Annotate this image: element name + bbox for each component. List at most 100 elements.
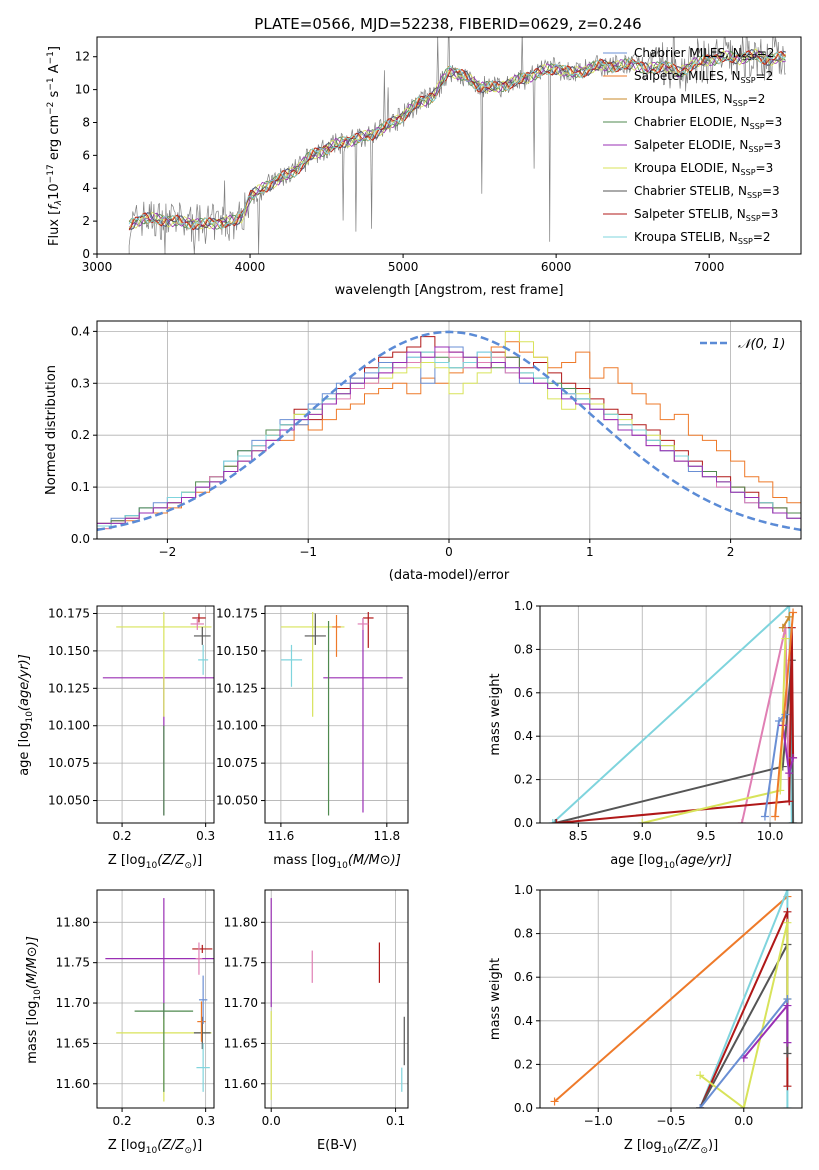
y-tick-label: 11.75: [56, 956, 90, 970]
axes-frame: [96, 605, 215, 824]
weight-line: [699, 998, 789, 1108]
y-axis-label: mass [log10(M/M⊙)]: [25, 936, 43, 1064]
y-tick-label: 11.60: [56, 1077, 90, 1091]
legend-label: Chabrier MILES, NSSP=2: [634, 46, 774, 62]
x-axis-label: E(B-V): [317, 1138, 357, 1153]
weight-marker: [785, 612, 794, 621]
legend-label: Salpeter MILES, NSSP=2: [634, 69, 773, 85]
y-tick-label: 0.4: [514, 729, 533, 743]
x-axis-label: Z [log10(Z/Z⊙)]: [108, 1138, 202, 1156]
y-tick-label: 12: [75, 50, 90, 64]
weight-marker: [696, 1071, 705, 1080]
weight-line: [774, 612, 795, 817]
x-tick-label: 7000: [694, 260, 725, 274]
weight-marker: [789, 608, 798, 617]
x-tick-label: 11.6: [268, 829, 295, 843]
weight-marker: [785, 797, 794, 806]
model-spectrum-line: [128, 48, 787, 230]
x-tick-label: 11.8: [373, 829, 400, 843]
y-tick-label: 0.2: [71, 428, 90, 442]
plot-area: [280, 611, 403, 816]
y-tick-label: 11.60: [224, 1077, 258, 1091]
y-tick-label: 0.4: [514, 1014, 533, 1028]
x-tick-label: −1.0: [584, 1114, 613, 1128]
weight-marker: [783, 907, 792, 916]
legend-label: Chabrier STELIB, NSSP=3: [634, 184, 780, 200]
weight-marker: [737, 819, 746, 823]
x-tick-label: 0.0: [262, 1114, 281, 1128]
y-tick-label: 10.050: [48, 794, 90, 808]
y-axis-label: Normed distribution: [44, 365, 59, 495]
y-tick-label: 11.80: [224, 915, 258, 929]
weight-marker: [783, 1038, 792, 1047]
x-tick-label: 1: [586, 545, 594, 559]
axes-frame: [539, 605, 803, 824]
plot-area: [128, 37, 787, 254]
weight-marker: [789, 819, 798, 823]
y-tick-label: 11.80: [56, 915, 90, 929]
axes-frame: [264, 889, 409, 1109]
weight-marker: [783, 1082, 792, 1091]
weight-marker: [783, 918, 792, 927]
plot-area: [105, 898, 214, 1102]
x-tick-label: 0.0: [734, 1114, 753, 1128]
y-tick-label: 10.150: [48, 644, 90, 658]
legend-label: Kroupa MILES, NSSP=2: [634, 92, 765, 108]
weight-marker: [552, 819, 561, 823]
x-tick-label: 8.5: [569, 829, 588, 843]
y-tick-label: 10.075: [48, 756, 90, 770]
weight-marker: [789, 753, 798, 762]
y-tick-label: 10.100: [48, 719, 90, 733]
figure-title: PLATE=0566, MJD=52238, FIBERID=0629, z=0…: [254, 15, 641, 33]
residuals-panel: −2 −1 0 1 2 0.0 0.1 0.2 0.3 0.4 𝒩(0, 1) (data-model…: [44, 320, 802, 583]
weight-marker: [638, 819, 647, 823]
age-vs-metallicity-panel: 0.2 0.3 10.050 10.075 10.100 10.125 10.150 10.1…: [17, 605, 215, 871]
y-tick-label: 0: [82, 247, 90, 261]
weight-marker: [783, 1104, 792, 1108]
x-axis-label: Z [log10(Z/Z⊙)]: [108, 853, 202, 871]
y-tick-label: 8: [82, 115, 90, 129]
y-axis-label: Flux [fλ10−17 erg cm−2 s−1 A−1]: [46, 46, 64, 246]
spectrum-panel: 3000 4000 5000 6000 7000 0 2 4 6 8 10 12 Chabrier MI…: [46, 36, 802, 298]
x-tick-label: 4000: [235, 260, 266, 274]
weight-marker: [787, 819, 796, 823]
legend-label: Kroupa STELIB, NSSP=2: [634, 230, 771, 246]
y-tick-label: 11.70: [224, 996, 258, 1010]
x-tick-label: 2: [727, 545, 735, 559]
y-tick-label: 10: [75, 83, 90, 97]
model-spectrum-line: [128, 49, 786, 231]
y-tick-label: 0.0: [514, 816, 533, 830]
y-axis-label: age [log10(age/yr)]: [17, 654, 35, 776]
x-tick-label: 0.1: [386, 1114, 405, 1128]
plot-area: [102, 611, 214, 816]
y-tick-label: 0.6: [514, 970, 533, 984]
y-tick-label: 10.100: [216, 719, 258, 733]
x-tick-label: −0.5: [656, 1114, 685, 1128]
y-tick-label: 10.075: [216, 756, 258, 770]
y-tick-label: 0.4: [71, 324, 90, 338]
y-tick-label: 0.3: [71, 376, 90, 390]
y-tick-label: 6: [82, 148, 90, 162]
weight-marker: [781, 634, 790, 643]
plot-area: [548, 606, 798, 823]
weight-line: [781, 616, 791, 629]
x-axis-label: mass [log10(M/M⊙)]: [273, 853, 401, 871]
weight-marker: [774, 717, 783, 726]
weight-line: [555, 660, 795, 823]
x-tick-label: 0: [445, 545, 453, 559]
y-tick-label: 0.1: [71, 480, 90, 494]
y-tick-label: 0.0: [71, 532, 90, 546]
y-tick-label: 1.0: [514, 883, 533, 897]
x-tick-label: 9.5: [697, 829, 716, 843]
normal-curve-line: [97, 330, 801, 532]
weight-marker: [548, 819, 557, 823]
y-tick-label: 10.050: [216, 794, 258, 808]
x-tick-label: 3000: [82, 260, 113, 274]
x-axis-label: Z [log10(Z/Z⊙)]: [624, 1138, 718, 1156]
mass-vs-metallicity-panel: 0.2 0.3 11.60 11.65 11.70 11.75 11.80 Z [log10(…: [25, 889, 215, 1156]
y-tick-label: 0.2: [514, 773, 533, 787]
weight-marker: [785, 769, 794, 778]
weight-marker: [760, 812, 769, 821]
x-tick-label: 10.0: [757, 829, 784, 843]
model-spectrum-line: [128, 51, 786, 230]
